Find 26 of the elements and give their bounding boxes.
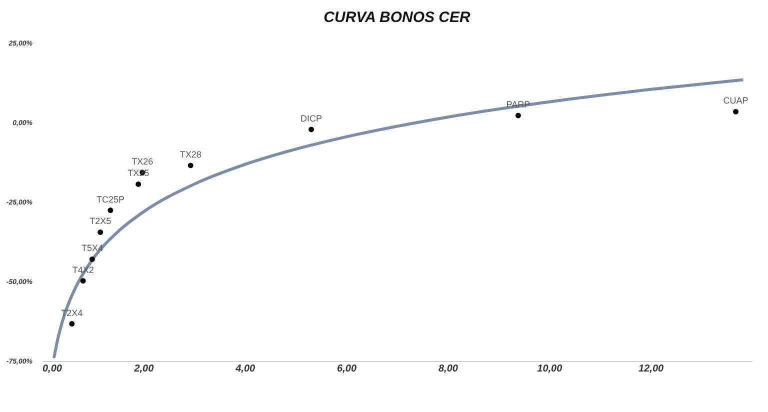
point bbox=[108, 208, 114, 213]
annotation: PARP bbox=[506, 100, 530, 110]
annotation: DICP bbox=[300, 113, 322, 124]
annotation: CUAP bbox=[723, 96, 748, 106]
annotation: TX26 bbox=[132, 156, 154, 166]
x-tick-label: 6,00 bbox=[337, 364, 357, 374]
point bbox=[89, 256, 95, 262]
point bbox=[515, 112, 521, 118]
chart-title: CURVA BONOS CER bbox=[324, 9, 470, 26]
annotation: TC25P bbox=[96, 194, 124, 204]
x-tick-label: 8,00 bbox=[438, 364, 458, 374]
annotation: TX25 bbox=[128, 168, 150, 178]
annotation: TX28 bbox=[180, 149, 202, 160]
point bbox=[136, 181, 142, 187]
point bbox=[308, 126, 314, 132]
x-tick-label: 0,00 bbox=[42, 364, 62, 374]
x-tick-label: 2,00 bbox=[133, 364, 154, 374]
point bbox=[733, 108, 739, 114]
point bbox=[188, 162, 194, 168]
x-tick-label: 4,00 bbox=[234, 364, 256, 374]
x-tick-label: 12,00 bbox=[638, 364, 664, 374]
point bbox=[98, 229, 104, 235]
point bbox=[80, 278, 86, 284]
point bbox=[69, 321, 75, 327]
annotation: T2X5 bbox=[90, 216, 112, 226]
x-tick-label: 10,00 bbox=[537, 364, 563, 374]
